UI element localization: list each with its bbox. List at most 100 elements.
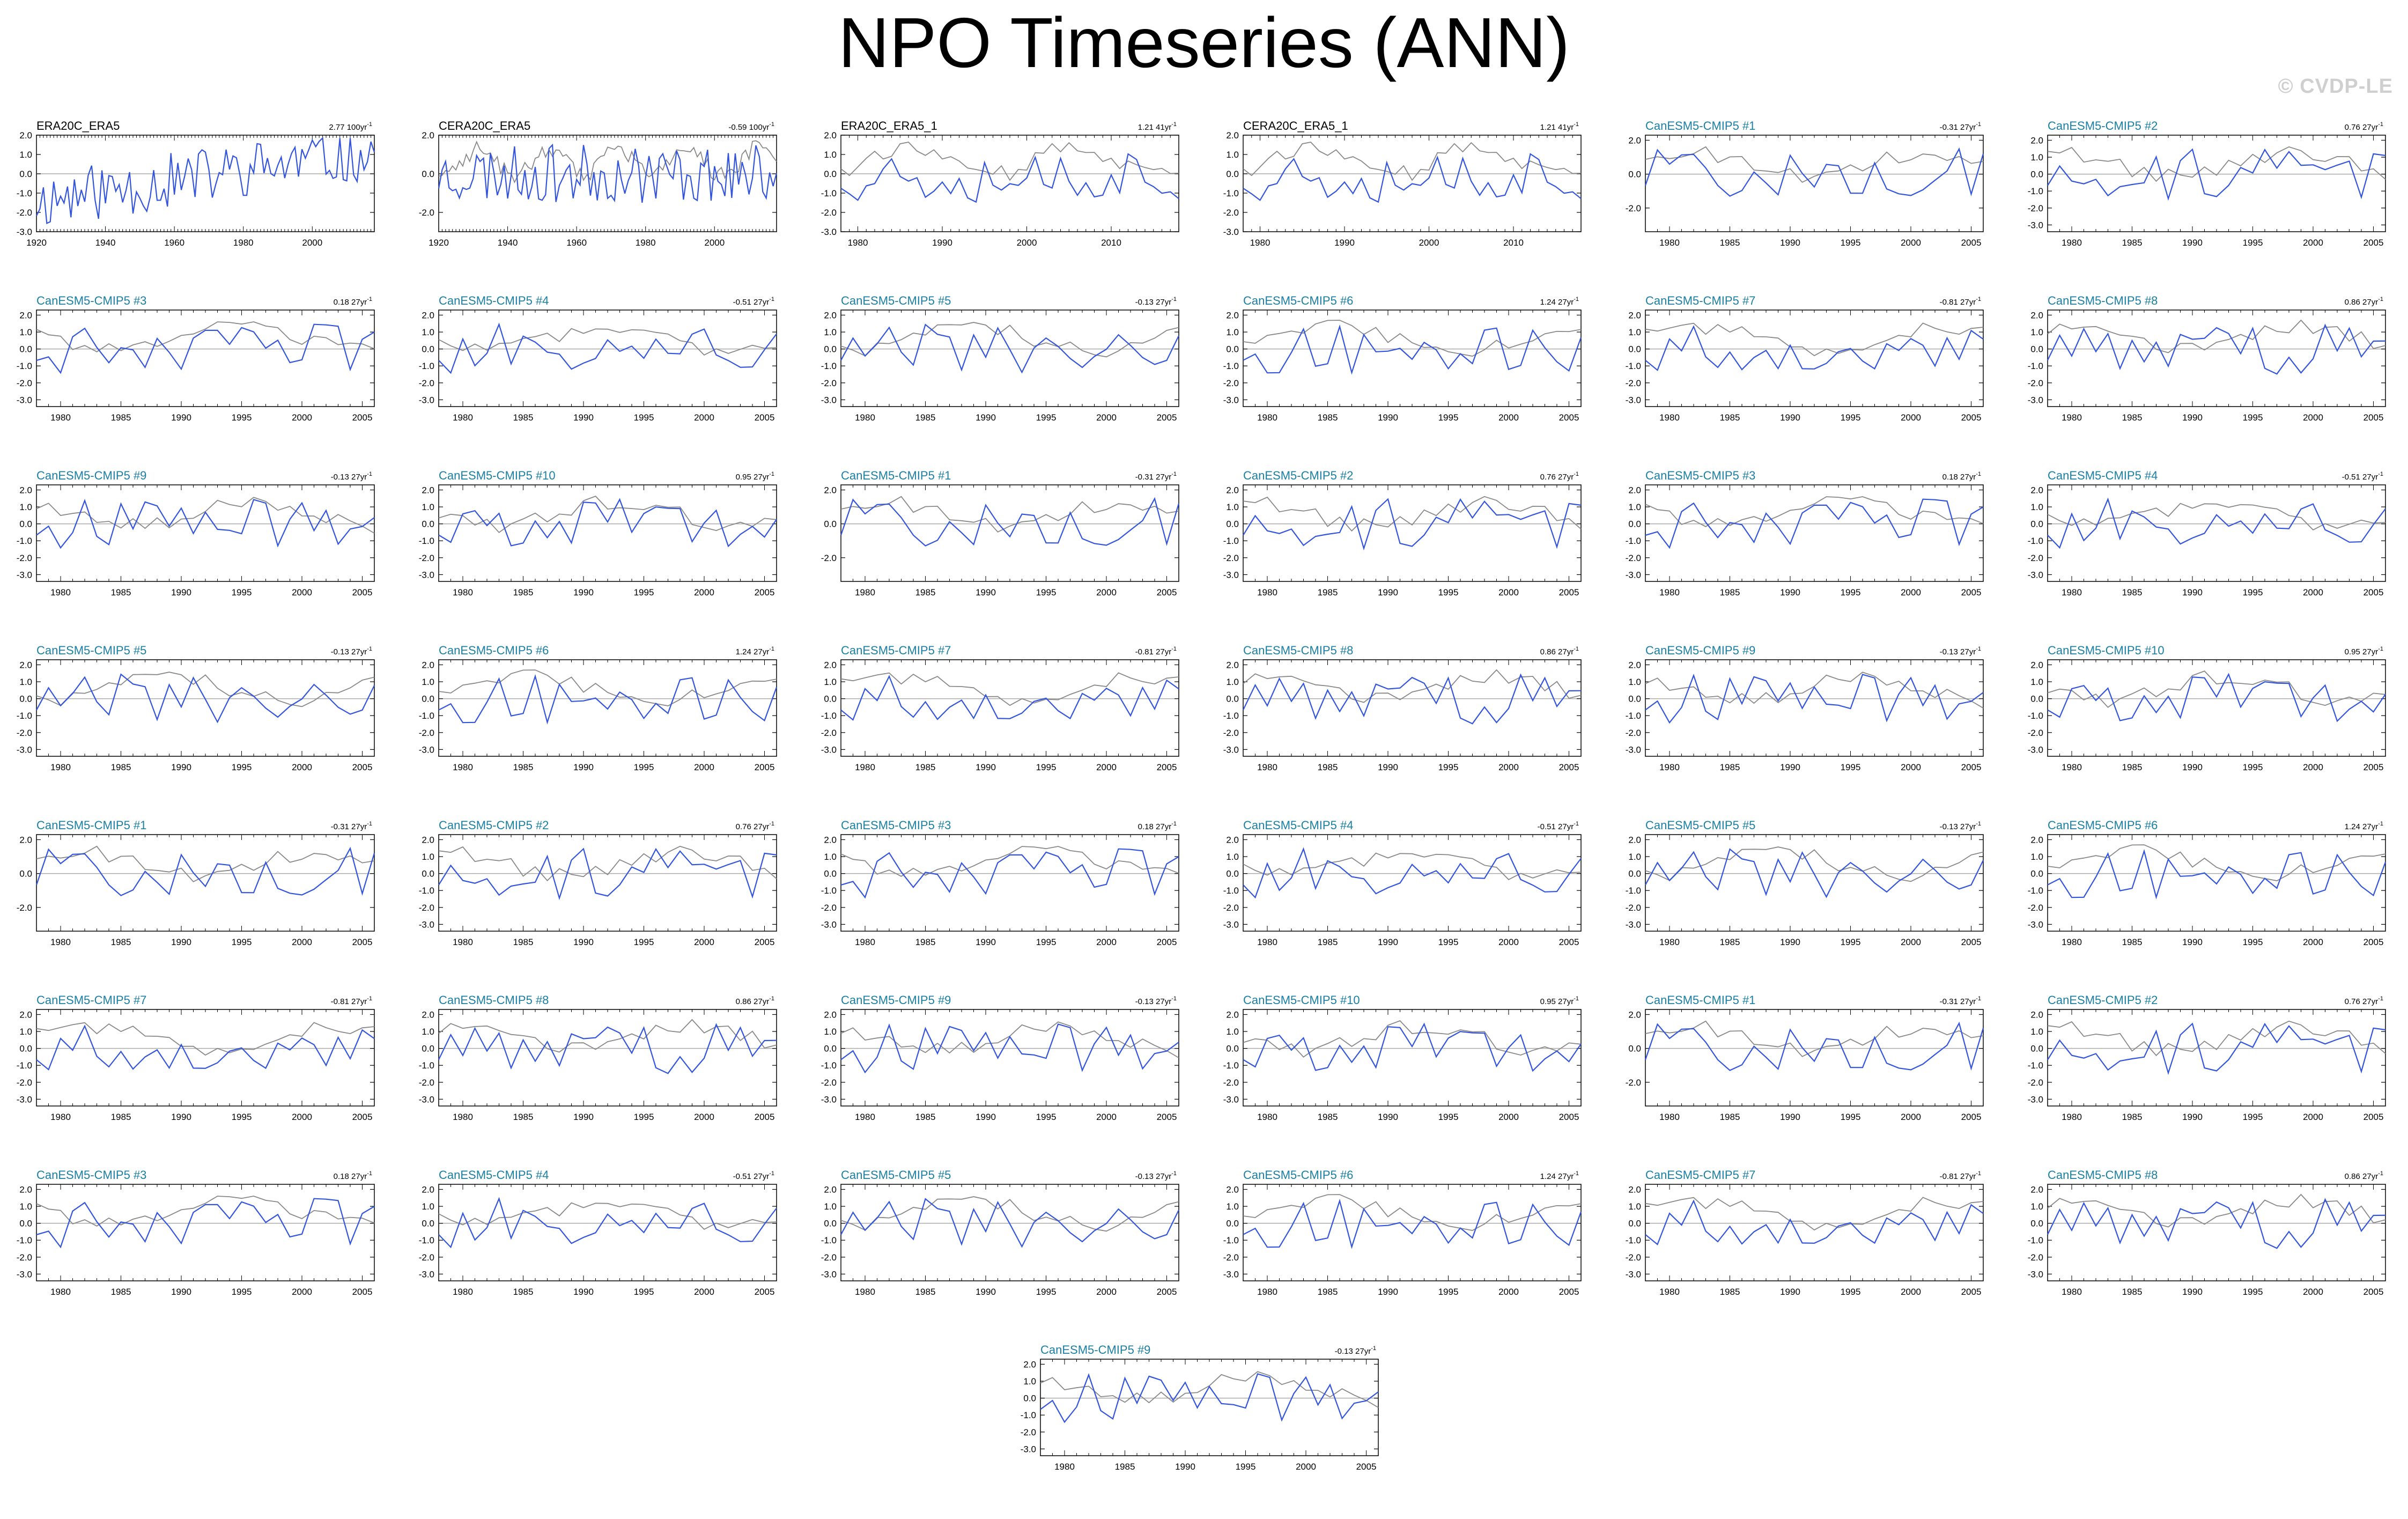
series-line-member [2047, 148, 2386, 201]
y-tick-label: 1.0 [1226, 852, 1239, 862]
y-tick-label: -3.0 [821, 919, 837, 930]
y-tick-label: 0.0 [1628, 519, 1641, 529]
panel-title: CanESM5-CMIP5 #4 [2048, 469, 2158, 482]
y-tick-label: -1.0 [1626, 886, 1641, 896]
panel-trend: -0.59 100yr-1 [728, 121, 774, 132]
panel-title: CanESM5-CMIP5 #2 [1243, 469, 1353, 482]
y-tick-label: 0.0 [422, 869, 434, 879]
y-tick-label: -1.0 [2028, 711, 2043, 721]
y-tick-label: -2.0 [1223, 378, 1239, 388]
y-tick-label: -1.0 [821, 711, 837, 721]
series-line-member [438, 143, 778, 203]
plot-frame [840, 659, 1179, 757]
y-tick-label: -2.0 [2028, 1078, 2043, 1088]
y-tick-label: -3.0 [2028, 1269, 2043, 1279]
panel-25: CanESM5-CMIP5 #1 -0.31 27yr-1 2.0 0.0 -2.0 19… [17, 819, 375, 947]
panel-23: CanESM5-CMIP5 #9 -0.13 27yr-1 2.0 1.0 0.0 -1.… [1626, 644, 1984, 772]
panel-28: CanESM5-CMIP5 #4 -0.51 27yr-1 2.0 1.0 0.0 -1.… [1223, 819, 1582, 947]
panel-title: CanESM5-CMIP5 #6 [1243, 294, 1353, 307]
x-tick-label: 1990 [1378, 412, 1398, 423]
x-tick-label: 1990 [2182, 412, 2203, 423]
y-tick-label: -2.0 [821, 903, 837, 913]
panel-title: CanESM5-CMIP5 #2 [2048, 119, 2158, 132]
series-line-member [2047, 497, 2386, 549]
series-line-member [1243, 324, 1582, 375]
y-tick-label: -1.0 [419, 711, 434, 721]
x-tick-label: 2005 [755, 412, 775, 423]
panel-title: CanESM5-CMIP5 #2 [439, 819, 549, 832]
x-tick-label: 1995 [1036, 587, 1057, 598]
y-tick-label: -3.0 [821, 227, 837, 237]
series-line-reference [2047, 146, 2386, 182]
y-tick-label: -3.0 [419, 570, 434, 580]
panel-29: CanESM5-CMIP5 #5 -0.13 27yr-1 2.0 1.0 0.0 -1.… [1626, 819, 1984, 947]
x-tick-label: 1985 [1720, 587, 1740, 598]
series-line-reference [1243, 669, 1582, 703]
x-tick-label: 1990 [976, 1287, 996, 1297]
plot-frame [1645, 1184, 1984, 1281]
plot-frame [36, 484, 375, 582]
series-line-member [1645, 674, 1984, 724]
x-tick-label: 1990 [171, 1287, 191, 1297]
panel-trend: -0.13 27yr-1 [1940, 646, 1981, 657]
panel-31: CanESM5-CMIP5 #7 -0.81 27yr-1 2.0 1.0 0.0 -1.… [17, 993, 375, 1122]
x-tick-label: 1995 [1438, 1112, 1459, 1122]
x-tick-label: 1985 [513, 587, 534, 598]
x-tick-label: 1995 [1841, 762, 1861, 772]
x-tick-label: 1985 [1720, 412, 1740, 423]
panel-trend: -0.13 27yr-1 [1135, 1170, 1177, 1181]
y-tick-label: 0.0 [422, 1219, 434, 1229]
y-tick-label: 0.0 [422, 519, 434, 529]
x-tick-label: 1985 [1318, 762, 1338, 772]
y-tick-label: 2.0 [2030, 135, 2043, 145]
x-tick-label: 1995 [1036, 1112, 1057, 1122]
panel-title: CanESM5-CMIP5 #7 [36, 993, 146, 1007]
series-line-reference [2047, 844, 2386, 881]
panel-14: CanESM5-CMIP5 #10 0.95 27yr-1 2.0 1.0 0.0 -1.… [419, 469, 777, 598]
x-tick-label: 2005 [1559, 937, 1579, 947]
x-tick-label: 1990 [573, 937, 594, 947]
x-tick-label: 1985 [513, 1112, 534, 1122]
y-tick-label: 2.0 [2030, 835, 2043, 845]
x-tick-label: 1980 [50, 1112, 71, 1122]
plot-frame [1645, 1009, 1984, 1107]
y-tick-label: -1.0 [1223, 536, 1239, 546]
x-tick-label: 1990 [1378, 587, 1398, 598]
y-tick-label: -2.0 [1626, 378, 1641, 388]
y-tick-label: 1.0 [422, 1027, 434, 1037]
y-tick-label: -2.0 [821, 208, 837, 218]
x-tick-label: 1980 [1054, 1462, 1075, 1472]
x-tick-label: 1980 [855, 1112, 875, 1122]
plot-frame [36, 1009, 375, 1107]
panel-title: CanESM5-CMIP5 #7 [841, 644, 951, 657]
x-tick-label: 1980 [1257, 762, 1277, 772]
y-tick-label: -2.0 [2028, 378, 2043, 388]
y-tick-label: 0.0 [19, 1044, 32, 1054]
x-tick-label: 1995 [2243, 238, 2263, 248]
y-tick-label: 0.0 [824, 344, 837, 355]
y-tick-label: 0.0 [1226, 869, 1239, 879]
y-tick-label: 0.0 [1628, 344, 1641, 355]
y-tick-label: 1.0 [824, 150, 837, 160]
x-tick-label: 1980 [453, 412, 473, 423]
x-tick-label: 1990 [171, 1112, 191, 1122]
panel-trend: 0.18 27yr-1 [334, 296, 372, 307]
x-tick-label: 1980 [855, 587, 875, 598]
panel-37: CanESM5-CMIP5 #3 0.18 27yr-1 2.0 1.0 0.0 -1.0… [17, 1168, 375, 1297]
x-tick-label: 1940 [95, 238, 116, 248]
panel-trend: -0.81 27yr-1 [1135, 646, 1177, 657]
panel-title: CanESM5-CMIP5 #1 [841, 469, 951, 482]
panel-trend: -0.81 27yr-1 [1940, 296, 1981, 307]
x-tick-label: 1985 [111, 587, 131, 598]
y-tick-label: 2.0 [1226, 1009, 1239, 1020]
panel-title: CERA20C_ERA5 [439, 119, 530, 132]
x-tick-label: 1985 [2122, 412, 2143, 423]
x-tick-label: 1990 [171, 762, 191, 772]
x-tick-label: 1985 [2122, 937, 2143, 947]
y-tick-label: 1.0 [422, 677, 434, 687]
x-tick-label: 1990 [1780, 1287, 1800, 1297]
x-tick-label: 1960 [164, 238, 184, 248]
panel-trend: -0.31 27yr-1 [1940, 121, 1981, 132]
y-tick-label: -1.0 [419, 1060, 434, 1071]
y-tick-label: -2.0 [2028, 728, 2043, 738]
